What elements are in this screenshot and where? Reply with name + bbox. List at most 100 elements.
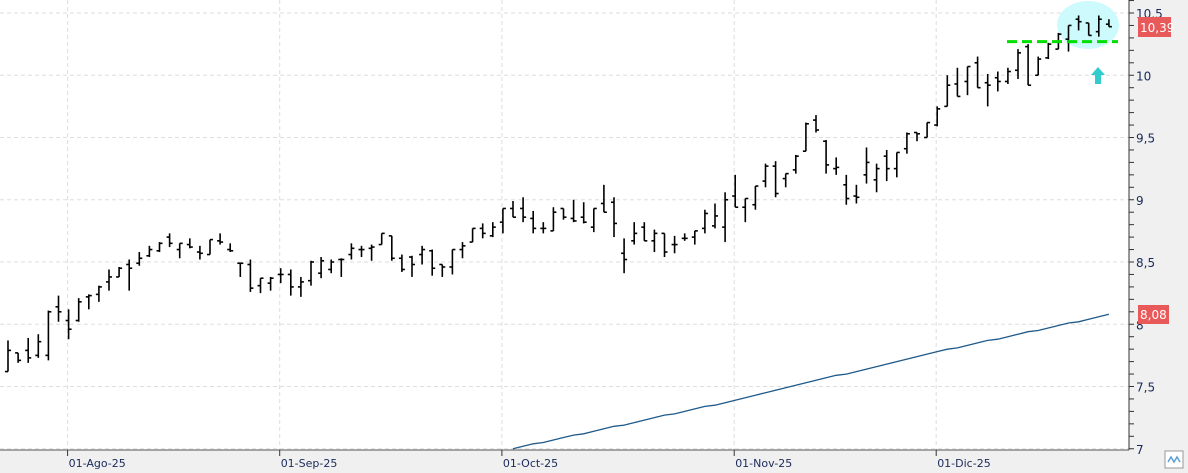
ohlc-bar (459, 242, 466, 259)
ohlc-bar (55, 295, 62, 322)
x-axis-panel[interactable] (0, 450, 1188, 473)
ohlc-bar (964, 65, 971, 96)
ohlc-bar (1035, 56, 1042, 77)
ohlc-bar (419, 245, 426, 265)
ohlc-bar (35, 334, 42, 358)
ohlc-bar (621, 238, 628, 274)
last-price-label: 10,39 (1140, 21, 1174, 35)
ohlc-bar (843, 174, 850, 205)
ohlc-bar (712, 203, 718, 229)
x-axis-ticks: 01-Ago-25 01-Sep-25 01-Oct-25 01-Nov-25 01-D… (67, 450, 991, 470)
ohlc-bar (944, 75, 951, 108)
ohlc-bar (863, 147, 870, 184)
ohlc-bar (560, 207, 567, 220)
ohlc-bar (75, 298, 82, 322)
ohlc-bar (217, 233, 224, 245)
ohlc-bar (631, 222, 638, 245)
y-tick-label: 7,5 (1136, 381, 1155, 395)
ohlc-bar (600, 184, 607, 213)
x-tick-label: 01-Oct-25 (503, 457, 558, 470)
ohlc-bar (176, 242, 183, 259)
ohlc-bar (227, 243, 234, 253)
x-tick-label: 01-Nov-25 (735, 457, 792, 470)
ohlc-bar (338, 258, 345, 277)
ohlc-bar (15, 352, 22, 363)
ohlc-bar (792, 154, 799, 174)
ohlc-bar (146, 245, 153, 258)
ohlc-bar (237, 262, 244, 277)
ohlc-bar (762, 163, 769, 188)
ohlc-bar (156, 242, 163, 253)
ohlc-bar (116, 266, 123, 278)
ohlc-bar (166, 233, 173, 248)
ohlc-bar (671, 235, 678, 254)
ohlc-bar (813, 115, 819, 133)
ohlc-bar (1085, 22, 1092, 37)
chart-type-icon[interactable] (1164, 450, 1184, 469)
y-axis-panel[interactable] (1129, 0, 1188, 473)
ohlc-bar (136, 252, 143, 266)
ohlc-bar (611, 197, 617, 238)
ohlc-bar (328, 259, 335, 274)
ohlc-bar (914, 131, 920, 142)
ohlc-bar (499, 207, 506, 234)
ma-price-label: 8,08 (1140, 308, 1167, 322)
ohlc-bar (479, 223, 486, 239)
ohlc-bar (489, 222, 496, 238)
ohlc-bar (25, 337, 32, 363)
ohlc-bar (318, 257, 325, 279)
ohlc-bar (267, 276, 274, 291)
ohlc-bars (5, 15, 1112, 373)
ohlc-bar (439, 263, 446, 277)
ohlc-bar (590, 207, 597, 233)
ohlc-bar (853, 184, 860, 204)
ohlc-bar (45, 310, 52, 361)
ohlc-bar (924, 121, 931, 139)
ohlc-bar (186, 238, 193, 249)
ohlc-bar (287, 269, 294, 296)
ohlc-bar (722, 192, 729, 243)
ohlc-bar (308, 260, 314, 286)
ohlc-bar (691, 230, 698, 245)
x-tick-label: 01-Ago-25 (69, 457, 126, 470)
ohlc-bar (954, 67, 961, 98)
ohlc-bar (782, 172, 789, 188)
ohlc-bar (1075, 15, 1082, 31)
ohlc-bar (520, 197, 527, 223)
ohlc-bar (368, 244, 375, 261)
y-tick-label: 9 (1136, 194, 1144, 208)
ohlc-bar (641, 222, 648, 242)
ohlc-bar (449, 248, 456, 275)
ohlc-bar (398, 254, 405, 272)
ohlc-bar (1015, 49, 1021, 79)
grid (0, 0, 1129, 450)
ohlc-bar (994, 71, 1001, 92)
ohlc-bar (277, 268, 284, 284)
ohlc-bar (651, 229, 658, 253)
ohlc-bar (297, 276, 304, 297)
ohlc-bar (530, 210, 537, 234)
ohlc-bar (85, 294, 92, 310)
ohlc-bar (207, 238, 213, 256)
ohlc-bar (984, 74, 991, 107)
ohlc-bar (1045, 42, 1052, 60)
ohlc-bar (570, 199, 577, 223)
ohlc-bar (106, 269, 112, 291)
ohlc-bar (974, 56, 981, 89)
ohlc-bar (247, 259, 254, 292)
ohlc-bar (196, 245, 203, 260)
moving-average (512, 313, 1110, 450)
ohlc-bar (580, 202, 587, 224)
ohlc-bar (934, 106, 941, 127)
ohlc-bar (701, 209, 708, 234)
ohlc-bar (1095, 15, 1102, 37)
moving-average-line (512, 313, 1110, 450)
ohlc-bar (550, 207, 557, 232)
ohlc-bar (661, 232, 668, 258)
ohlc-bar (348, 243, 355, 260)
ohlc-bar (681, 233, 688, 241)
ohlc-bar (5, 340, 11, 373)
ohlc-bar (388, 235, 395, 261)
